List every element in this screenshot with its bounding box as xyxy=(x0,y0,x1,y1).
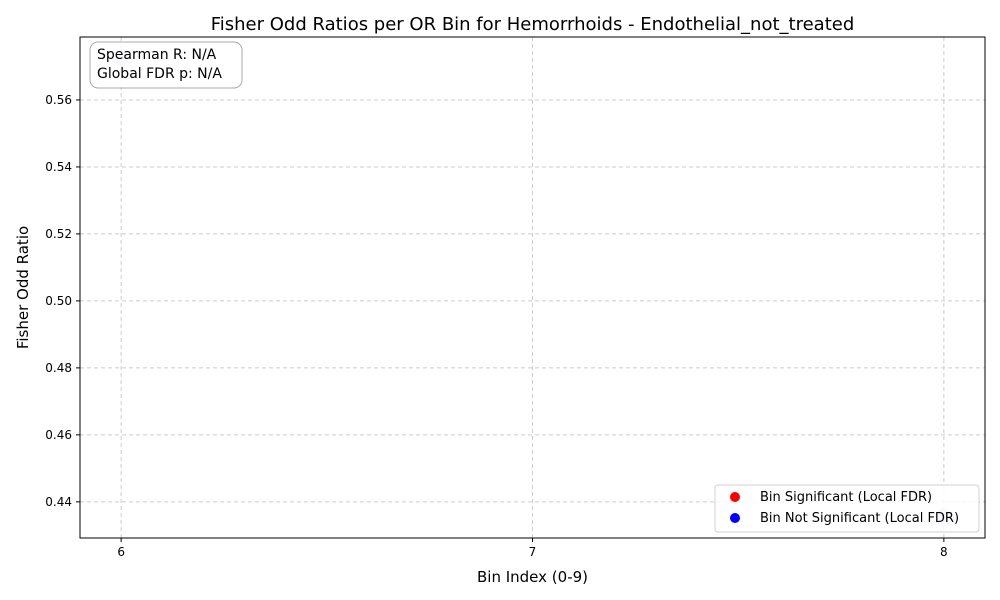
legend-label-significant: Bin Significant (Local FDR) xyxy=(760,490,932,505)
legend: Bin Significant (Local FDR) Bin Not Sign… xyxy=(714,484,980,533)
legend-label-not-significant: Bin Not Significant (Local FDR) xyxy=(760,511,959,526)
legend-marker-not-significant xyxy=(730,513,740,523)
chart-title: Fisher Odd Ratios per OR Bin for Hemorrh… xyxy=(211,14,855,35)
legend-marker-significant xyxy=(730,492,740,502)
y-tick-label: 0.54 xyxy=(45,160,72,174)
y-tick-label: 0.56 xyxy=(45,93,72,107)
x-tick-label: 6 xyxy=(117,545,125,559)
y-tick-label: 0.46 xyxy=(45,428,72,442)
stats-annotation-box: Spearman R: N/A Global FDR p: N/A xyxy=(89,41,243,89)
y-tick-label: 0.44 xyxy=(45,495,72,509)
x-axis-ticks: 6 7 8 xyxy=(117,538,948,559)
y-axis-ticks: 0.44 0.46 0.48 0.50 0.52 0.54 0.56 xyxy=(45,93,80,509)
x-axis-label: Bin Index (0-9) xyxy=(477,568,588,586)
y-tick-label: 0.50 xyxy=(45,294,72,308)
fdr-annotation: Global FDR p: N/A xyxy=(97,66,222,82)
x-tick-label: 7 xyxy=(529,545,537,559)
x-tick-label: 8 xyxy=(940,545,948,559)
y-tick-label: 0.52 xyxy=(45,227,72,241)
spearman-annotation: Spearman R: N/A xyxy=(97,47,217,63)
y-tick-label: 0.48 xyxy=(45,361,72,375)
y-axis-label: Fisher Odd Ratio xyxy=(14,226,32,349)
grid xyxy=(80,37,985,538)
